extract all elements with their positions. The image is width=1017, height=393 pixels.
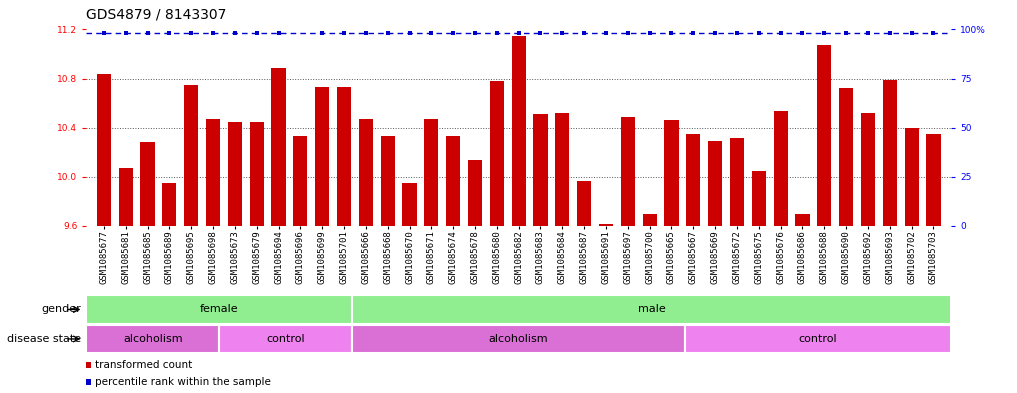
Bar [403, 183, 417, 226]
Bar [643, 214, 657, 226]
Bar [220, 325, 353, 353]
Bar [119, 168, 133, 226]
Bar [730, 138, 744, 226]
Bar [490, 81, 504, 226]
Bar [860, 113, 875, 226]
Text: disease state: disease state [7, 334, 81, 344]
Bar [163, 183, 177, 226]
Text: control: control [798, 334, 837, 344]
Bar [555, 113, 570, 226]
Bar [359, 119, 373, 226]
Bar [818, 46, 831, 226]
Bar [86, 325, 220, 353]
Bar [206, 119, 220, 226]
Text: female: female [200, 305, 239, 314]
Bar [686, 134, 701, 226]
Bar [293, 136, 307, 226]
Bar [926, 134, 941, 226]
Text: percentile rank within the sample: percentile rank within the sample [96, 377, 272, 387]
Text: male: male [638, 305, 665, 314]
Bar [599, 224, 613, 226]
Text: alcoholism: alcoholism [123, 334, 183, 344]
Bar [795, 214, 810, 226]
Text: alcoholism: alcoholism [489, 334, 548, 344]
Bar [752, 171, 766, 226]
Bar [620, 117, 635, 226]
Bar [664, 120, 678, 226]
Bar [446, 136, 461, 226]
Bar [684, 325, 951, 353]
Bar [839, 88, 853, 226]
Bar [353, 325, 684, 353]
Bar [337, 87, 351, 226]
Bar [249, 121, 263, 226]
Bar [228, 121, 242, 226]
Bar [86, 296, 353, 324]
Bar [468, 160, 482, 226]
Bar [424, 119, 438, 226]
Bar [315, 87, 330, 226]
Bar [512, 36, 526, 226]
Text: gender: gender [42, 305, 81, 314]
Bar [380, 136, 395, 226]
Text: control: control [266, 334, 305, 344]
Bar [883, 80, 897, 226]
Bar [708, 141, 722, 226]
Bar [904, 128, 918, 226]
Bar [353, 296, 951, 324]
Text: transformed count: transformed count [96, 360, 192, 370]
Bar [774, 110, 788, 226]
Bar [533, 114, 547, 226]
Bar [184, 85, 198, 226]
Bar [272, 68, 286, 226]
Bar [577, 180, 591, 226]
Bar [140, 143, 155, 226]
Text: GDS4879 / 8143307: GDS4879 / 8143307 [86, 7, 227, 22]
Bar [97, 73, 111, 226]
